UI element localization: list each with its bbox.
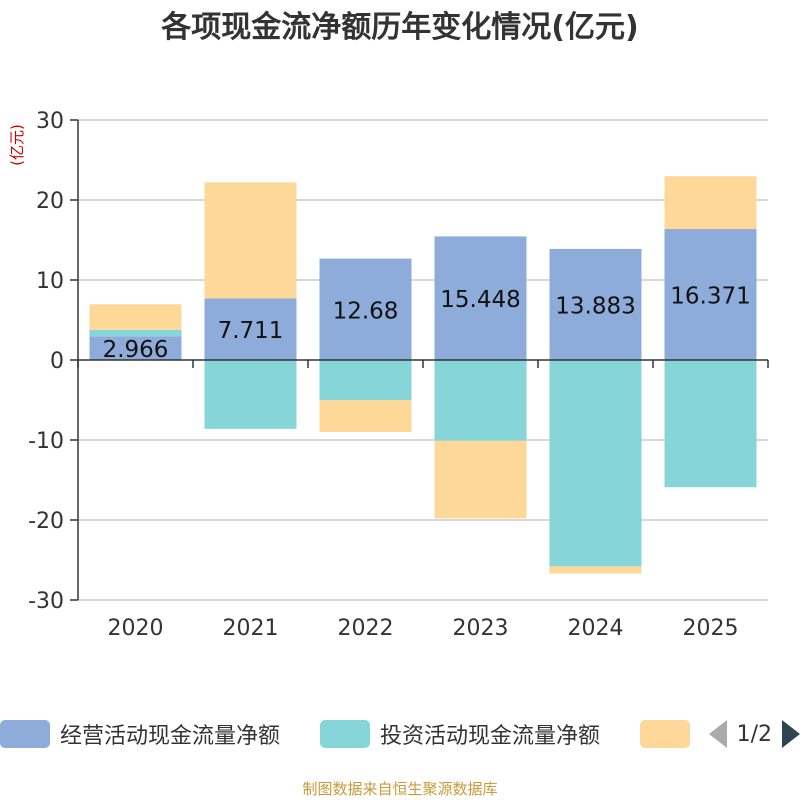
- x-tick-label-2020: 2020: [108, 616, 164, 641]
- data-label-2025: 16.371: [670, 284, 750, 310]
- bar-investing-2023: [434, 360, 527, 441]
- bar-financing-2022: [319, 400, 412, 432]
- legend-swatch-financing: [640, 720, 690, 748]
- data-label-2024: 13.883: [555, 293, 635, 319]
- x-tick-label-2025: 2025: [683, 616, 739, 641]
- bar-investing-2021: [204, 360, 297, 429]
- legend: 经营活动现金流量净额 投资活动现金流量净额 1/2: [0, 714, 800, 754]
- legend-item-financing[interactable]: [640, 714, 690, 754]
- y-tick-label: 30: [36, 109, 64, 134]
- bar-investing-2025: [664, 360, 757, 488]
- data-label-2022: 12.68: [333, 298, 399, 324]
- bar-financing-2020: [89, 304, 182, 330]
- bars: [89, 176, 757, 574]
- source-note: 制图数据来自恒生聚源数据库: [302, 780, 498, 798]
- pager-prev-icon[interactable]: [708, 720, 727, 748]
- x-tick-label-2023: 2023: [453, 616, 509, 641]
- x-tick-label-2024: 2024: [568, 616, 624, 641]
- legend-item-investing[interactable]: 投资活动现金流量净额: [320, 714, 600, 754]
- bar-operating-2024: [549, 248, 642, 360]
- bar-operating-2023: [434, 236, 527, 360]
- pager-next-icon[interactable]: [782, 720, 800, 748]
- y-tick-label: -10: [28, 429, 64, 454]
- legend-label-investing: 投资活动现金流量净额: [380, 724, 601, 749]
- bar-operating-2020: [89, 336, 182, 360]
- legend-pager: 1/2: [708, 714, 800, 754]
- data-labels: 2.966 7.711 12.68 15.448 13.883 16.371: [103, 284, 751, 364]
- data-label-2021: 7.711: [218, 318, 284, 344]
- bar-financing-2025: [664, 176, 757, 230]
- bar-financing-2024: [549, 566, 642, 574]
- pager-page-text: 1/2: [736, 721, 772, 747]
- y-tick-label: -30: [28, 589, 64, 614]
- bar-operating-2021: [204, 298, 297, 360]
- y-tick-label: 20: [36, 189, 64, 214]
- y-axis-label: (亿元): [8, 124, 26, 166]
- y-tick-label: 0: [50, 349, 64, 374]
- x-tick-label-2021: 2021: [223, 616, 279, 641]
- bar-investing-2020: [89, 329, 182, 337]
- bar-financing-2021: [204, 182, 297, 299]
- y-tick-label: -20: [28, 509, 64, 534]
- bar-investing-2022: [319, 360, 412, 400]
- legend-item-operating[interactable]: 经营活动现金流量净额: [0, 714, 280, 754]
- legend-swatch-operating: [0, 720, 50, 748]
- bar-financing-2023: [434, 440, 527, 519]
- y-tick-label: 10: [36, 269, 64, 294]
- axes: 30 20 10 0 -10 -20 -30 2020 2021 2022 2023 2024 2025: [28, 109, 769, 641]
- legend-swatch-investing: [320, 720, 370, 748]
- data-label-2020: 2.966: [103, 337, 169, 363]
- bar-operating-2025: [664, 229, 757, 360]
- bar-operating-2022: [319, 258, 412, 360]
- x-tick-label-2022: 2022: [338, 616, 394, 641]
- legend-label-operating: 经营活动现金流量净额: [60, 724, 281, 749]
- bar-investing-2024: [549, 360, 642, 567]
- data-label-2023: 15.448: [440, 287, 520, 313]
- chart-title: 各项现金流净额历年变化情况(亿元): [161, 10, 639, 45]
- grid-lines: [78, 119, 768, 601]
